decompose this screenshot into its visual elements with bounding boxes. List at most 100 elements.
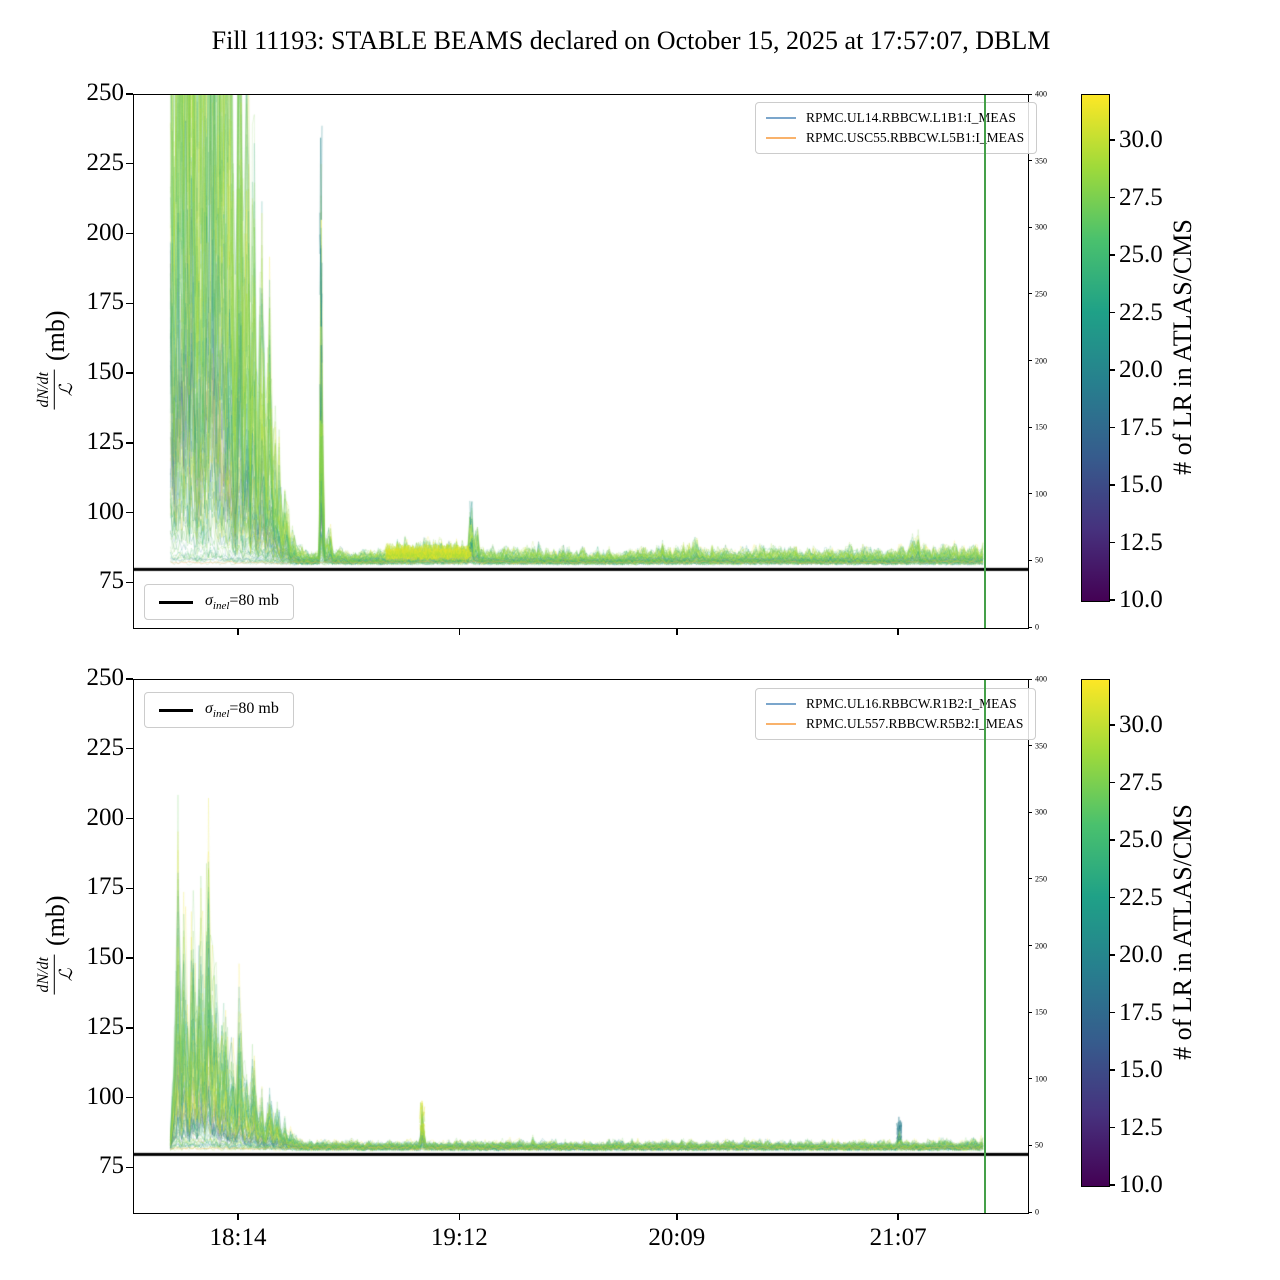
y-tick-mark bbox=[126, 1166, 133, 1169]
colorbar-tick-mark bbox=[1110, 781, 1115, 784]
right-tick-label: 200 bbox=[1035, 356, 1047, 365]
y-label-units: (mb) bbox=[40, 895, 70, 946]
colorbar-tick-mark bbox=[1110, 369, 1115, 371]
y-tick-label: 125 bbox=[86, 427, 125, 455]
colorbar-tick-mark bbox=[1110, 196, 1115, 199]
right-tick-label: 50 bbox=[1035, 1140, 1043, 1150]
top-panel-sigma-legend: σinel=80 mb bbox=[144, 584, 294, 621]
x-tick-mark bbox=[458, 1213, 461, 1220]
right-tick-mark bbox=[1028, 226, 1032, 228]
x-tick-mark bbox=[676, 628, 678, 635]
top-panel-colorbar-label: # of LR in ATLAS/CMS bbox=[1168, 219, 1197, 475]
colorbar-tick-label: 10.0 bbox=[1119, 586, 1163, 613]
colorbar-tick-mark bbox=[1110, 426, 1115, 429]
colorbar-tick-label: 17.5 bbox=[1119, 413, 1163, 441]
top-panel-legend: RPMC.UL14.RBBCW.L1B1:I_MEAS RPMC.USC55.R… bbox=[755, 102, 1038, 154]
colorbar-tick-mark bbox=[1110, 839, 1115, 841]
legend-line-swatch bbox=[766, 703, 796, 705]
right-tick-mark bbox=[1028, 360, 1032, 361]
y-tick-label: 100 bbox=[86, 497, 125, 525]
y-tick-mark bbox=[126, 372, 133, 374]
legend-entry: RPMC.UL14.RBBCW.L1B1:I_MEAS bbox=[766, 108, 1024, 128]
colorbar-tick-label: 12.5 bbox=[1119, 528, 1163, 556]
bottom-panel-sigma-legend: σinel=80 mb bbox=[144, 692, 294, 729]
right-tick-label: 400 bbox=[1035, 674, 1047, 684]
right-tick-mark bbox=[1028, 811, 1032, 813]
colorbar-tick-label: 17.5 bbox=[1119, 998, 1163, 1026]
colorbar-tick-mark bbox=[1110, 1126, 1115, 1129]
y-tick-label: 175 bbox=[86, 288, 125, 316]
sigma-line-swatch bbox=[159, 600, 193, 604]
right-tick-mark bbox=[1028, 160, 1032, 162]
right-tick-mark bbox=[1028, 93, 1032, 95]
y-tick-label: 150 bbox=[86, 357, 125, 385]
y-tick-label: 75 bbox=[99, 567, 124, 595]
top-panel-colorbar bbox=[1081, 94, 1110, 602]
right-tick-label: 0 bbox=[1035, 1207, 1039, 1217]
right-tick-mark bbox=[1028, 1011, 1032, 1013]
top-panel-data-canvas bbox=[134, 95, 1028, 628]
x-tick-mark bbox=[237, 628, 239, 635]
legend-entry: RPMC.UL16.RBBCW.R1B2:I_MEAS bbox=[766, 694, 1023, 714]
right-tick-mark bbox=[1028, 678, 1032, 680]
y-tick-mark bbox=[126, 232, 133, 235]
colorbar-tick-label: 27.5 bbox=[1119, 183, 1163, 211]
right-tick-mark bbox=[1028, 1211, 1032, 1213]
legend-line-swatch bbox=[766, 723, 796, 725]
y-tick-mark bbox=[126, 163, 133, 165]
right-tick-label: 50 bbox=[1035, 555, 1043, 565]
right-tick-label: 350 bbox=[1035, 741, 1047, 751]
colorbar-tick-label: 12.5 bbox=[1119, 1113, 1163, 1141]
right-tick-mark bbox=[1028, 1078, 1032, 1080]
y-tick-label: 175 bbox=[86, 873, 125, 901]
y-tick-mark bbox=[126, 817, 133, 820]
x-tick-label: 18:14 bbox=[209, 1224, 267, 1251]
colorbar-tick-label: 10.0 bbox=[1119, 1171, 1163, 1198]
colorbar-tick-mark bbox=[1110, 724, 1115, 726]
right-tick-mark bbox=[1028, 493, 1032, 495]
right-tick-mark bbox=[1028, 626, 1032, 628]
right-tick-label: 200 bbox=[1035, 941, 1047, 950]
y-tick-label: 250 bbox=[86, 78, 125, 106]
right-tick-mark bbox=[1028, 945, 1032, 946]
right-tick-label: 100 bbox=[1035, 1074, 1047, 1084]
x-tick-mark bbox=[897, 628, 899, 635]
x-tick-mark bbox=[458, 628, 461, 635]
y-tick-label: 250 bbox=[86, 663, 125, 691]
colorbar-tick-label: 25.0 bbox=[1119, 826, 1163, 853]
colorbar-tick-label: 15.0 bbox=[1119, 471, 1163, 498]
y-tick-label: 75 bbox=[99, 1152, 124, 1180]
right-tick-label: 250 bbox=[1035, 874, 1047, 884]
legend-entry: σinel=80 mb bbox=[159, 592, 279, 612]
right-tick-label: 150 bbox=[1035, 422, 1047, 432]
y-tick-mark bbox=[126, 1027, 133, 1029]
y-tick-label: 225 bbox=[86, 733, 125, 761]
legend-entry-label: RPMC.UL557.RBBCW.R5B2:I_MEAS bbox=[806, 716, 1024, 731]
right-tick-label: 300 bbox=[1035, 222, 1047, 232]
y-tick-mark bbox=[126, 511, 133, 514]
colorbar-tick-mark bbox=[1110, 599, 1115, 601]
right-tick-mark bbox=[1028, 1144, 1032, 1146]
right-tick-mark bbox=[1028, 878, 1032, 880]
x-tick-label: 21:07 bbox=[869, 1224, 927, 1251]
top-panel-end-of-fill-line bbox=[984, 95, 986, 628]
x-tick-mark bbox=[897, 1213, 899, 1220]
right-tick-mark bbox=[1028, 559, 1032, 561]
colorbar-tick-mark bbox=[1110, 541, 1115, 544]
x-tick-mark bbox=[676, 1213, 678, 1220]
y-tick-mark bbox=[126, 442, 133, 444]
colorbar-tick-label: 30.0 bbox=[1119, 126, 1163, 153]
y-tick-label: 100 bbox=[86, 1082, 125, 1110]
right-tick-mark bbox=[1028, 745, 1032, 747]
colorbar-tick-label: 20.0 bbox=[1119, 941, 1163, 968]
colorbar-tick-mark bbox=[1110, 896, 1115, 899]
legend-entry: σinel=80 mb bbox=[159, 700, 279, 720]
y-tick-label: 200 bbox=[86, 803, 125, 831]
right-tick-label: 350 bbox=[1035, 156, 1047, 166]
right-tick-label: 400 bbox=[1035, 89, 1047, 99]
right-tick-label: 100 bbox=[1035, 489, 1047, 499]
right-tick-label: 300 bbox=[1035, 807, 1047, 817]
y-tick-mark bbox=[126, 887, 133, 889]
y-tick-mark bbox=[126, 1096, 133, 1099]
